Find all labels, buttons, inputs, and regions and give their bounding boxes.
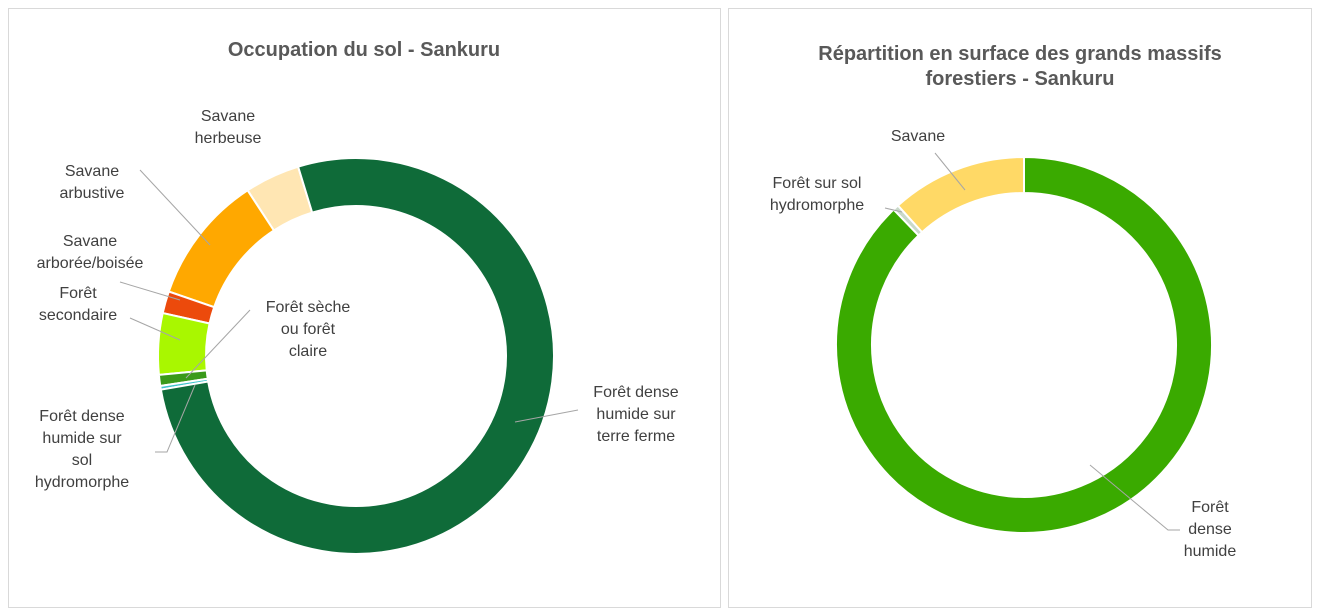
leader-line: [1089, 464, 1180, 531]
leader-line: [129, 317, 181, 341]
donut-slice: [167, 188, 276, 309]
data-label: Forêt sèche ou forêt claire: [265, 299, 351, 360]
leader-lines: [119, 152, 1180, 531]
leader-line: [139, 169, 211, 246]
data-label: Savane herbeuse: [194, 108, 262, 147]
donut-slice: [835, 155, 1213, 534]
leader-line: [185, 309, 251, 379]
leader-line: [514, 409, 579, 423]
leader-line: [934, 152, 966, 191]
chart-title: Répartition en surface des grands massif…: [818, 43, 1222, 90]
chart-title: Occupation du sol - Sankuru: [227, 39, 501, 61]
donut-slice: [157, 311, 211, 376]
data-label: Forêt secondaire: [38, 285, 118, 324]
data-label: Forêt dense humide: [1183, 499, 1237, 560]
data-label: Savane: [890, 128, 946, 145]
data-label: Forêt dense humide sur terre ferme: [593, 384, 679, 445]
donut-slice: [896, 155, 1025, 234]
leader-line: [119, 281, 181, 301]
data-label: Savane arborée/boisée: [36, 233, 144, 272]
data-label: Savane arbustive: [59, 163, 125, 202]
chart: [119, 152, 1213, 555]
data-label: Forêt sur sol hydromorphe: [769, 175, 865, 214]
leader-line: [155, 384, 196, 453]
page: Occupation du sol - Sankuru Répartition …: [8, 8, 1312, 608]
donut-slice: [159, 157, 555, 555]
leader-line: [884, 207, 903, 213]
data-label: Forêt dense humide sur sol hydromorphe: [34, 408, 130, 491]
